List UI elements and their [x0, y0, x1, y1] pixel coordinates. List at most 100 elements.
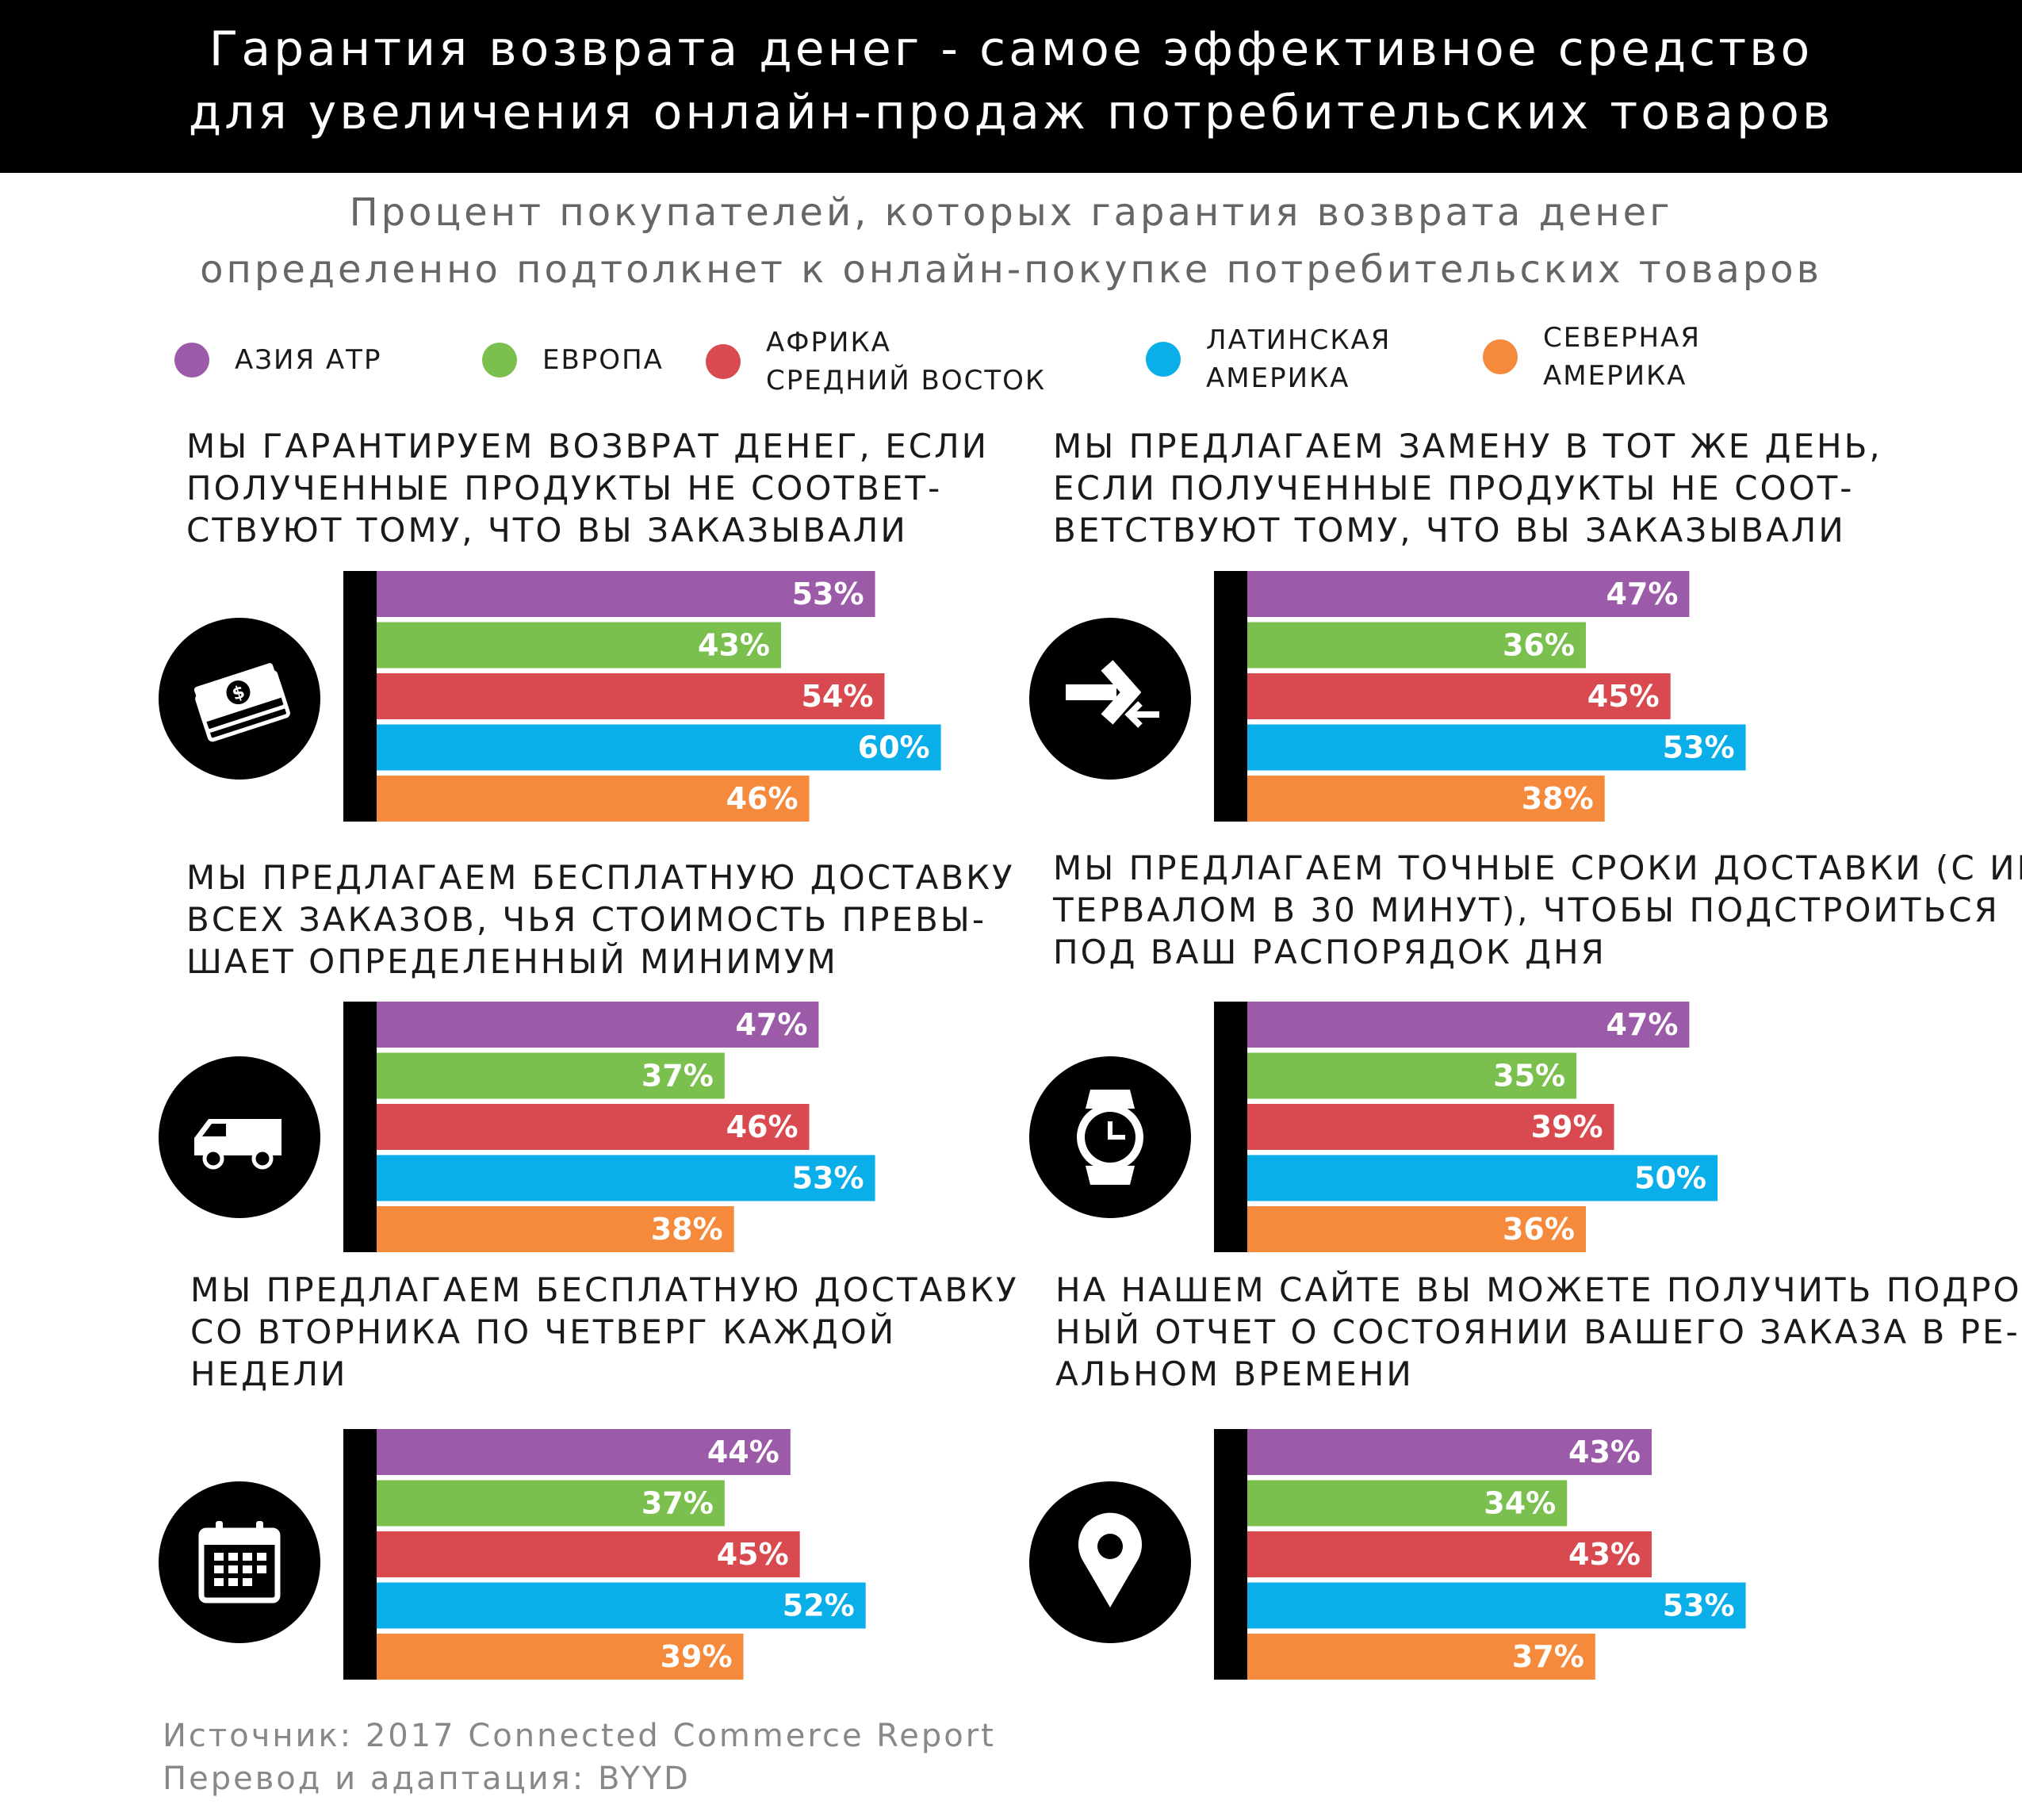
group-title: Мы предлагаем замену в тот же день, если… [1053, 425, 1882, 551]
bar-latin-america [1247, 1155, 1718, 1201]
bar-value-label-north-america: 38% [1522, 781, 1594, 816]
bar-north-america [1247, 1634, 1595, 1680]
bar-asia [1247, 1002, 1690, 1048]
chart-axis-bar [343, 1429, 377, 1680]
legend-label: Средний восток [766, 365, 1047, 397]
legend-label-group: Латинская Америка [1206, 321, 1391, 397]
legend-label: Америка [1206, 362, 1350, 394]
bar-value-label-europe: 34% [1484, 1486, 1556, 1521]
group-title-line: недели [190, 1354, 348, 1393]
bar-europe [1247, 1052, 1577, 1099]
bar-value-label-europe: 36% [1503, 628, 1575, 663]
bar-north-america [377, 776, 810, 822]
bar-value-label-europe: 37% [641, 1486, 714, 1521]
group-title-line: Мы предлагаем замену в тот же день, [1053, 427, 1882, 466]
page-title-line-2: для увеличения онлайн-продаж потребитель… [188, 85, 1834, 140]
bar-north-america [377, 1206, 734, 1252]
group-title-line: со вторника по четверг каждой [190, 1312, 897, 1351]
bar-value-label-asia: 47% [1606, 577, 1678, 611]
bar-latin-america [377, 724, 941, 771]
bar-latin-america [1247, 724, 1746, 771]
group-title-line: Мы предлагаем бесплатную доставку [186, 858, 1015, 897]
legend-label-group: Северная Америка [1543, 319, 1701, 395]
bar-chart: 53% 43% 54% 60% 46% [343, 571, 941, 822]
bar-value-label-africa-middle-east: 43% [1568, 1537, 1641, 1572]
location-pin-icon [1029, 1481, 1191, 1643]
legend-label: Латинская [1206, 324, 1392, 356]
money-icon: $ [159, 618, 320, 780]
chart-axis-bar [1214, 1429, 1247, 1680]
bar-value-label-latin-america: 53% [1663, 730, 1735, 765]
bar-north-america [1247, 776, 1605, 822]
bar-africa-middle-east [377, 1104, 810, 1150]
subtitle-line-1: Процент покупателей, которых гарантия во… [349, 190, 1673, 235]
calendar-icon [159, 1481, 320, 1643]
bar-value-label-asia: 53% [792, 577, 864, 611]
group-title-line: ветствуют тому, что вы заказывали [1053, 511, 1846, 550]
bar-value-label-asia: 43% [1568, 1435, 1641, 1469]
group-title-line: полученные продукты не соответ- [186, 469, 943, 508]
bar-value-label-africa-middle-east: 45% [717, 1537, 789, 1572]
legend-dot [706, 344, 741, 379]
bar-chart: 47% 35% 39% 50% 36% [1214, 1002, 1718, 1252]
bar-chart: 47% 37% 46% 53% 38% [343, 1002, 875, 1252]
group-title: На нашем сайте вы можете получить подроб… [1055, 1269, 2022, 1395]
bar-africa-middle-east [377, 1531, 800, 1577]
group-title-line: тервалом в 30 минут), чтобы подстроиться [1053, 891, 2000, 929]
bar-latin-america [377, 1582, 866, 1629]
bar-value-label-europe: 35% [1493, 1059, 1565, 1094]
bar-value-label-north-america: 46% [726, 781, 798, 816]
bar-latin-america [377, 1155, 875, 1201]
legend-dot [174, 343, 209, 377]
bar-value-label-north-america: 38% [651, 1212, 723, 1247]
chart-subtitle: Процент покупателей, которых гарантия во… [0, 184, 2022, 298]
source-line: Источник: 2017 Connected Commerce Report [163, 1718, 996, 1754]
bar-europe [377, 1480, 725, 1527]
legend-item-north-america: Северная Америка [1483, 319, 1701, 395]
bar-asia [1247, 1429, 1652, 1475]
delivery-van-icon [159, 1056, 320, 1218]
header-banner: Гарантия возврата денег - самое эффектив… [0, 0, 2022, 173]
legend-label: Америка [1543, 360, 1687, 392]
bar-value-label-north-america: 36% [1503, 1212, 1575, 1247]
bar-north-america [1247, 1206, 1586, 1252]
legend-label: Африка [766, 327, 891, 358]
legend-item-latin-america: Латинская Америка [1146, 321, 1391, 397]
group-title-line: всех заказов, чья стоимость превы- [186, 900, 987, 939]
group-title-line: На нашем сайте вы можете получить подроб… [1055, 1270, 2022, 1309]
bar-europe [377, 1052, 725, 1099]
bar-value-label-latin-america: 50% [1634, 1161, 1706, 1196]
chart-axis-bar [1214, 571, 1247, 822]
group-title-line: под ваш распорядок дня [1053, 933, 1606, 971]
group-title-line: ствуют тому, что вы заказывали [186, 511, 908, 550]
group-title-line: если полученные продукты не соот- [1053, 469, 1855, 508]
bar-value-label-asia: 47% [735, 1007, 807, 1042]
wristwatch-icon [1029, 1056, 1191, 1218]
bar-value-label-north-america: 37% [1512, 1639, 1584, 1674]
bar-value-label-africa-middle-east: 45% [1587, 679, 1660, 714]
legend-dot [482, 343, 517, 377]
bar-asia [377, 571, 875, 617]
bar-value-label-latin-america: 52% [783, 1588, 855, 1623]
bar-europe [1247, 1480, 1568, 1527]
group-title-line: ный отчет о состоянии вашего заказа в ре… [1055, 1312, 2020, 1351]
legend-label-group: Африка Средний восток [766, 324, 1046, 400]
legend-dot [1146, 342, 1181, 377]
bar-value-label-latin-america: 53% [1663, 1588, 1735, 1623]
source-footer: Источник: 2017 Connected Commerce Report… [163, 1715, 996, 1800]
bar-value-label-africa-middle-east: 54% [801, 679, 873, 714]
bar-value-label-africa-middle-east: 39% [1531, 1109, 1603, 1144]
group-title-line: Мы предлагаем бесплатную доставку [190, 1270, 1019, 1309]
legend-item-asia: Азия АТР [174, 341, 381, 379]
group-title: Мы предлагаем бесплатную доставку со вто… [190, 1269, 1019, 1395]
bar-value-label-asia: 44% [707, 1435, 779, 1469]
bar-value-label-north-america: 39% [661, 1639, 733, 1674]
chart-axis-bar [343, 1002, 377, 1252]
bar-value-label-asia: 47% [1606, 1007, 1678, 1042]
bar-chart: 43% 34% 43% 53% 37% [1214, 1429, 1746, 1680]
bar-africa-middle-east [1247, 1104, 1614, 1150]
bar-asia [377, 1002, 819, 1048]
legend-item-africa-middle-east: Африка Средний восток [706, 324, 1046, 400]
page-title-line-1: Гарантия возврата денег - самое эффектив… [209, 21, 1813, 77]
subtitle-line-2: определенно подтолкнет к онлайн-покупке … [200, 247, 1822, 292]
